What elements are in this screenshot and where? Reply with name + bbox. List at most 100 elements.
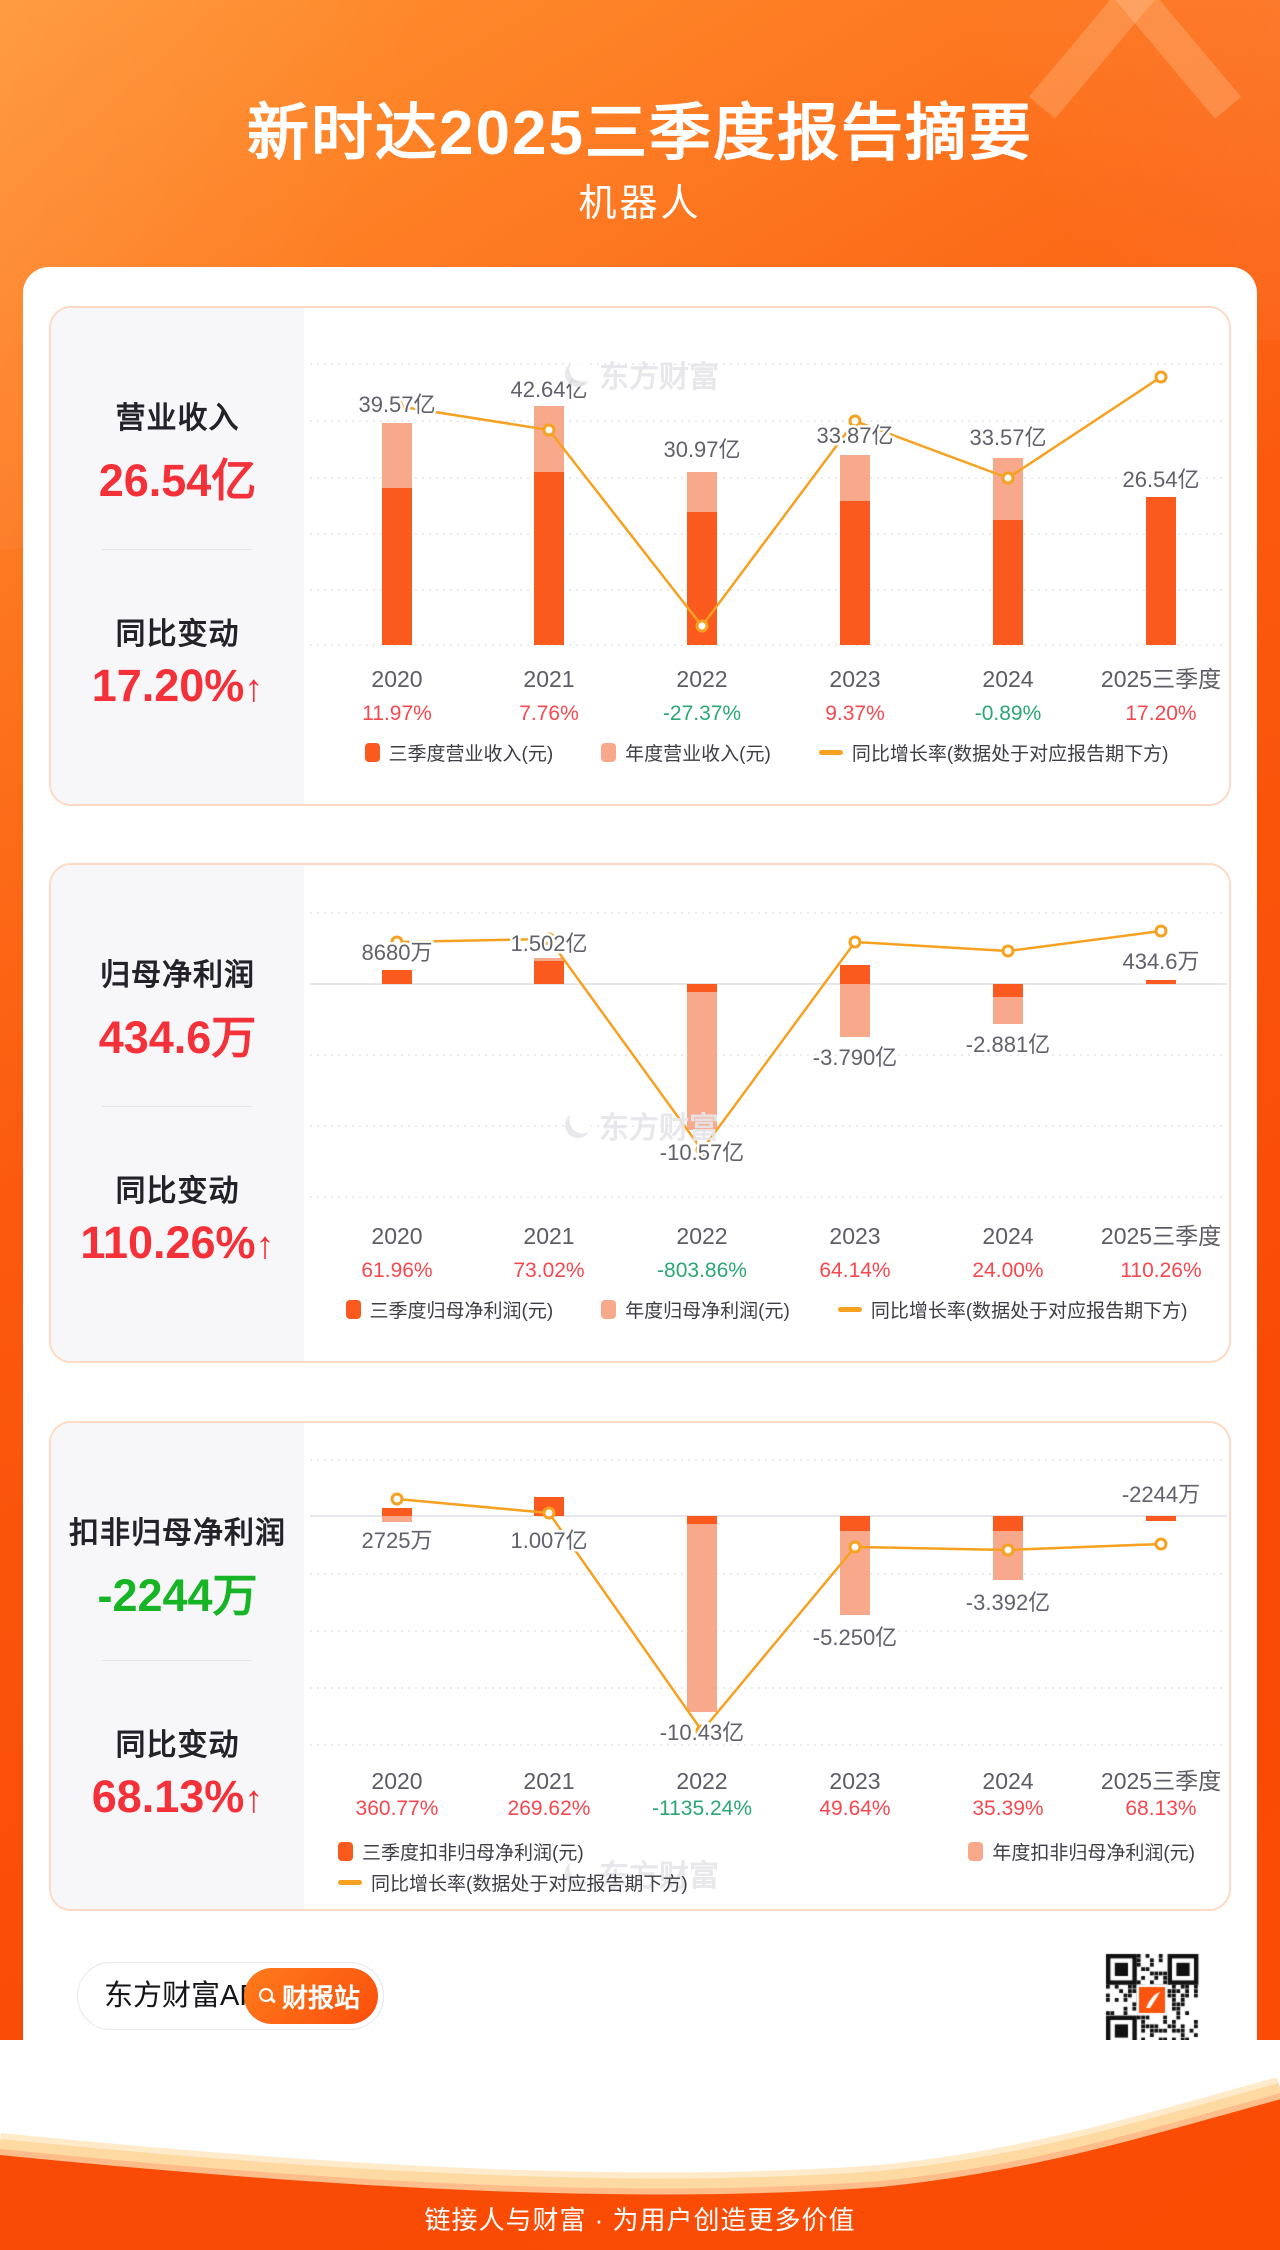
legend-item-q3: 三季度营业收入(元) — [364, 739, 553, 766]
year-label: 2024 — [982, 1768, 1033, 1794]
legend-item-annual: 年度归母净利润(元) — [601, 1296, 790, 1323]
bar-value-label: -2.881亿 — [966, 1032, 1050, 1057]
q3-bar — [1146, 980, 1176, 984]
growth-point — [542, 423, 556, 437]
year-label: 2020 — [371, 666, 422, 692]
growth-pct-label: 64.14% — [819, 1259, 890, 1282]
chart-legend: 三季度营业收入(元) 年度营业收入(元) 同比增长率(数据处于对应报告期下方) — [304, 739, 1229, 766]
growth-point — [848, 414, 862, 428]
q3-bar — [1146, 1516, 1176, 1521]
bar-value-label: -3.392亿 — [966, 1590, 1050, 1615]
metric-value: 26.54亿 — [98, 455, 257, 506]
q3-bar — [687, 1516, 717, 1524]
legend-item-annual: 年度扣非归母净利润(元) — [968, 1838, 1195, 1865]
metric-label: 营业收入 — [115, 402, 240, 435]
slogan: 链接人与财富 · 为用户创造更多价值 — [424, 2205, 856, 2235]
growth-pct-label: -1135.24% — [652, 1797, 752, 1820]
growth-pct-label: 7.76% — [519, 702, 579, 725]
growth-point — [1001, 1543, 1015, 1557]
q3-bar — [840, 501, 870, 645]
q3-bar — [1146, 497, 1176, 645]
bottom-wave-decor — [0, 2040, 1280, 2195]
qr-code — [1102, 1950, 1202, 2050]
annual-swatch-icon — [601, 743, 617, 762]
q3-swatch-icon — [345, 1300, 361, 1319]
growth-pct-label: 269.62% — [508, 1797, 591, 1820]
change-value: 110.26%↑ — [80, 1217, 275, 1268]
card-net-profit: 归母净利润 434.6万 同比变动 110.26%↑ 8680万 1.502亿 -1… — [49, 863, 1231, 1363]
q3-bar — [993, 1516, 1023, 1531]
legend-item-growth: 同比增长率(数据处于对应报告期下方) — [837, 1296, 1187, 1323]
year-label: 2022 — [676, 666, 727, 692]
chart-legend-row2: 同比增长率(数据处于对应报告期下方) — [304, 1869, 1229, 1896]
year-label: 2021 — [523, 1223, 574, 1249]
growth-pct-label: 68.13% — [1125, 1797, 1196, 1820]
growth-point — [390, 399, 404, 413]
growth-pct-label: 110.26% — [1120, 1259, 1201, 1282]
net-profit-chart: 8680万 1.502亿 -10.57亿 -3.790亿 -2.881亿 434.6万 20… — [304, 865, 1229, 1361]
growth-pct-label: 360.77% — [356, 1797, 439, 1820]
bar-value-label: -10.57亿 — [660, 1140, 744, 1165]
legend-item-q3: 三季度扣非归母净利润(元) — [338, 1838, 584, 1865]
growth-point — [390, 1492, 404, 1506]
bar-value-label: -2244万 — [1122, 1482, 1200, 1507]
annual-bar — [382, 1516, 412, 1522]
q3-bar — [840, 965, 870, 984]
q3-swatch-icon — [338, 1842, 353, 1861]
page-subtitle: 机器人 — [578, 183, 702, 225]
year-label: 2024 — [982, 1223, 1033, 1249]
app-pill: 东方财富APP 财报站 — [77, 1962, 384, 2030]
growth-pct-label: -803.86% — [657, 1259, 747, 1282]
growth-line — [396, 375, 1162, 629]
chart-canvas: 8680万 1.502亿 -10.57亿 -3.790亿 -2.881亿 434.6万 20… — [310, 912, 1227, 1285]
metric-value: 434.6万 — [98, 1012, 257, 1063]
bar-value-label: 1.502亿 — [510, 931, 587, 956]
growth-pct-label: 24.00% — [972, 1259, 1043, 1282]
growth-point — [1154, 370, 1168, 384]
legend-item-growth: 同比增长率(数据处于对应报告期下方) — [818, 739, 1168, 766]
year-label: 2020 — [371, 1223, 422, 1249]
bar-value-label: -5.250亿 — [813, 1625, 897, 1650]
q3-bar — [534, 961, 564, 984]
growth-pct-label: 35.39% — [972, 1797, 1043, 1820]
card-revenue-sidebar: 营业收入 26.54亿 同比变动 17.20%↑ — [51, 308, 304, 804]
up-arrow-icon: ↑ — [244, 1779, 264, 1821]
year-label: 2020 — [371, 1768, 422, 1794]
q3-bar — [687, 984, 717, 992]
growth-point — [1154, 924, 1168, 938]
line-swatch-icon — [837, 1307, 862, 1312]
change-label: 同比变动 — [115, 1175, 240, 1208]
annual-bar — [840, 1516, 870, 1615]
growth-point — [1154, 1537, 1168, 1551]
line-swatch-icon — [338, 1880, 362, 1885]
divider — [102, 549, 252, 550]
bar-value-label: 33.57亿 — [969, 425, 1046, 450]
divider — [102, 1106, 252, 1107]
legend-item-growth: 同比增长率(数据处于对应报告期下方) — [338, 1869, 688, 1896]
card-deducted-profit-sidebar: 扣非归母净利润 -2244万 同比变动 68.13%↑ — [51, 1423, 304, 1909]
report-station-badge[interactable]: 财报站 — [243, 1968, 378, 2024]
growth-point — [695, 1724, 709, 1738]
growth-point — [390, 935, 404, 949]
growth-point — [695, 1143, 709, 1157]
bar-value-label: 8680万 — [362, 940, 433, 965]
year-label: 2025三季度 — [1101, 666, 1221, 692]
growth-pct-label: 61.96% — [361, 1259, 432, 1282]
q3-bar — [534, 472, 564, 645]
year-label: 2021 — [523, 666, 574, 692]
year-label: 2022 — [676, 1223, 727, 1249]
metric-label: 扣非归母净利润 — [69, 1517, 286, 1550]
year-label: 2024 — [982, 666, 1033, 692]
year-label: 2023 — [829, 1768, 880, 1794]
annual-swatch-icon — [968, 1842, 984, 1861]
year-label: 2025三季度 — [1101, 1223, 1221, 1249]
year-label: 2021 — [523, 1768, 574, 1794]
chart-legend: 三季度归母净利润(元) 年度归母净利润(元) 同比增长率(数据处于对应报告期下方… — [304, 1296, 1229, 1323]
legend-item-q3: 三季度归母净利润(元) — [345, 1296, 553, 1323]
chart-canvas: 2725万 1.007亿 -10.43亿 -5.250亿 -3.392亿 -2244万 20… — [310, 1459, 1227, 1823]
change-value: 68.13%↑ — [91, 1771, 264, 1822]
bar-value-label: 2725万 — [362, 1528, 433, 1553]
annual-swatch-icon — [601, 1300, 617, 1319]
revenue-chart: 39.57亿 42.64亿 30.97亿 33.87亿 33.57亿 26.54亿 2020… — [304, 308, 1229, 804]
